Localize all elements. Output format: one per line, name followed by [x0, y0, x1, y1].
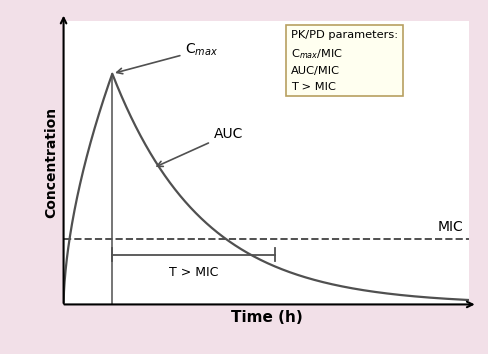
Text: AUC: AUC [157, 127, 243, 166]
X-axis label: Time (h): Time (h) [230, 310, 302, 325]
Text: PK/PD parameters:
C$_{max}$/MIC
AUC/MIC
T > MIC: PK/PD parameters: C$_{max}$/MIC AUC/MIC … [290, 30, 397, 92]
Text: T > MIC: T > MIC [168, 267, 218, 279]
Text: C$_{max}$: C$_{max}$ [117, 41, 218, 74]
Text: MIC: MIC [437, 219, 463, 234]
Y-axis label: Concentration: Concentration [44, 107, 58, 218]
